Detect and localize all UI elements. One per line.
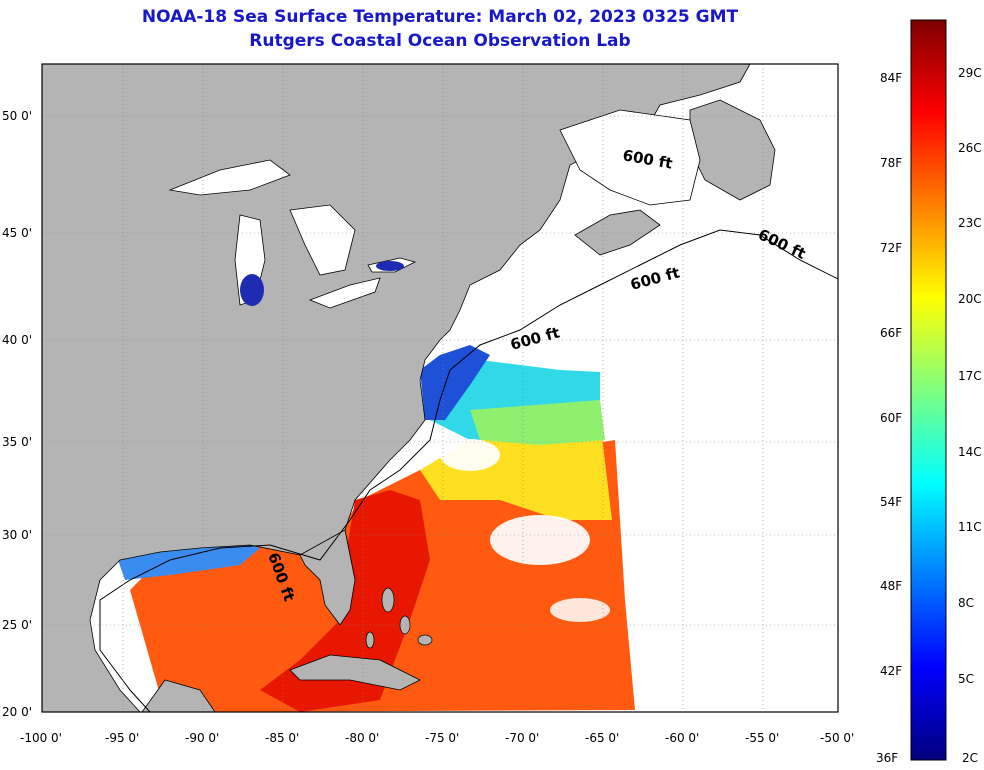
lake-erie <box>308 277 381 309</box>
colorbar-c-label: 26C <box>958 141 982 155</box>
map-title: NOAA-18 Sea Surface Temperature: March 0… <box>141 7 739 27</box>
colorbar-f-label: 84F <box>880 71 902 85</box>
colorbar-c-label: 20C <box>958 292 982 306</box>
colorbar-c-label: 14C <box>958 445 982 459</box>
lon-label: -50 0' <box>820 731 854 745</box>
lake-superior <box>168 159 291 196</box>
colorbar-c-label: 5C <box>958 672 974 686</box>
lon-label: -75 0' <box>425 731 459 745</box>
chesapeake-blue <box>420 345 490 420</box>
isobath-600ft <box>99 229 838 712</box>
colorbar-c-label: 29C <box>958 66 982 80</box>
lat-label: 35 0' <box>2 435 32 449</box>
lat-label: 30 0' <box>2 528 32 542</box>
lon-label: -70 0' <box>505 731 539 745</box>
land-florida <box>299 529 356 626</box>
colorbar-c-labels: 29C 26C 23C 20C 17C 14C 11C 8C 5C 2C <box>958 66 982 765</box>
lat-label: 20 0' <box>2 705 32 719</box>
colorbar-f-label: 42F <box>880 664 902 678</box>
land-nova-scotia <box>574 209 661 256</box>
lon-label: -65 0' <box>585 731 619 745</box>
lon-label: -90 0' <box>185 731 219 745</box>
cloud-patch <box>550 598 610 622</box>
colorbar-c-label: 8C <box>958 596 974 610</box>
colorbar-f-label: 78F <box>880 156 902 170</box>
cloud-patch <box>490 515 590 565</box>
lon-axis: -100 0' -95 0' -90 0' -85 0' -80 0' -75 … <box>20 731 854 745</box>
lat-label: 25 0' <box>2 618 32 632</box>
lake-michigan-cold <box>240 274 264 306</box>
lat-label: 45 0' <box>2 226 32 240</box>
lon-label: -85 0' <box>265 731 299 745</box>
colorbar-f-label: 66F <box>880 326 902 340</box>
gulf-st-lawrence <box>559 109 701 206</box>
lon-label: -95 0' <box>105 731 139 745</box>
lon-label: -60 0' <box>665 731 699 745</box>
lat-label: 50 0' <box>2 109 32 123</box>
land-yucatan <box>141 679 216 712</box>
graticule <box>42 64 838 712</box>
lake-ontario-cold <box>376 261 404 271</box>
colorbar-f-label: 60F <box>880 411 902 425</box>
lake-huron <box>289 204 356 276</box>
lon-label: -55 0' <box>745 731 779 745</box>
colorbar-f-label: 36F <box>876 751 898 765</box>
lat-label: 40 0' <box>2 333 32 347</box>
colorbar-f-label: 54F <box>880 495 902 509</box>
colorbar-c-label: 2C <box>962 751 978 765</box>
bahamas-islands <box>365 587 433 649</box>
lon-label: -100 0' <box>20 731 62 745</box>
map-frame <box>41 63 839 713</box>
map-subtitle: Rutgers Coastal Ocean Observation Lab <box>249 31 631 51</box>
lon-label: -80 0' <box>345 731 379 745</box>
colorbar-c-label: 17C <box>958 369 982 383</box>
colorbar <box>910 19 947 761</box>
colorbar-c-label: 11C <box>958 520 982 534</box>
land-cuba <box>289 654 421 691</box>
sst-swath-green <box>470 400 605 445</box>
lat-axis: 50 0' 45 0' 40 0' 35 0' 30 0' 25 0' 20 0… <box>2 109 32 719</box>
colorbar-f-label: 48F <box>880 579 902 593</box>
colorbar-f-label: 72F <box>880 241 902 255</box>
colorbar-f-labels: 84F 78F 72F 66F 60F 54F 48F 42F 36F <box>876 71 902 765</box>
colorbar-c-label: 23C <box>958 216 982 230</box>
cloud-patch <box>440 439 500 471</box>
